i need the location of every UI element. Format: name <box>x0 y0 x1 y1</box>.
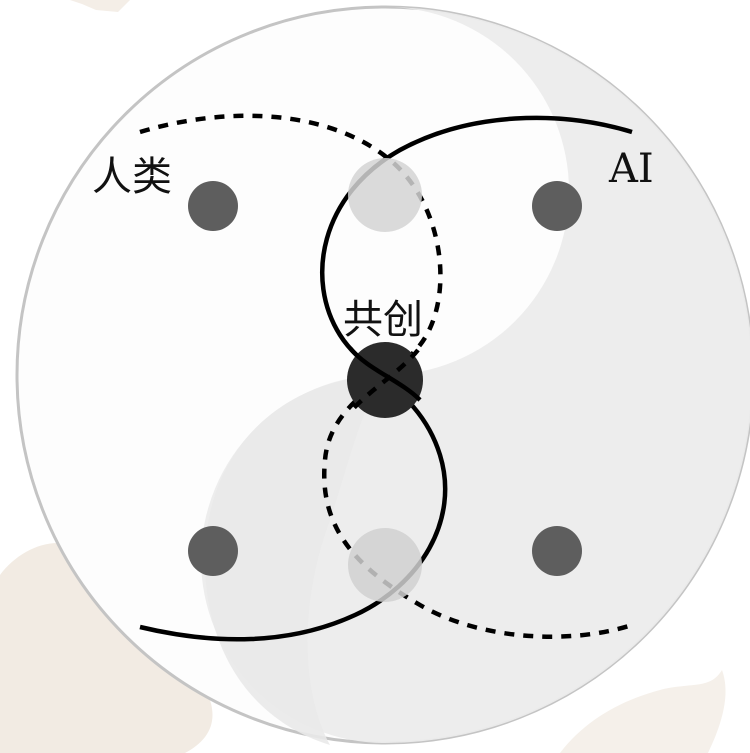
human-dashed-curve <box>139 113 633 639</box>
dot-bottom-right <box>532 526 582 576</box>
watermark-shape-top <box>70 0 130 12</box>
intersection-dot-bottom <box>348 528 422 602</box>
center-crossing-dashed <box>350 348 420 412</box>
background-watermark <box>0 0 726 753</box>
yin-yang-swirl <box>201 7 750 745</box>
dot-bottom-left <box>188 526 238 576</box>
label-ai: AI <box>608 146 654 192</box>
dot-top-right <box>532 181 582 231</box>
label-cocreation: 共创 <box>343 297 423 343</box>
label-human: 人类 <box>92 154 172 200</box>
swirl-top-right <box>201 7 750 743</box>
intersection-dot-top <box>348 158 422 232</box>
watermark-shape-bottom-left <box>0 543 213 753</box>
watermark-shape-bottom-right <box>560 670 726 753</box>
center-crossing-solid <box>348 346 422 402</box>
swirl-bottom-left <box>205 375 385 745</box>
dot-top-left <box>188 181 238 231</box>
